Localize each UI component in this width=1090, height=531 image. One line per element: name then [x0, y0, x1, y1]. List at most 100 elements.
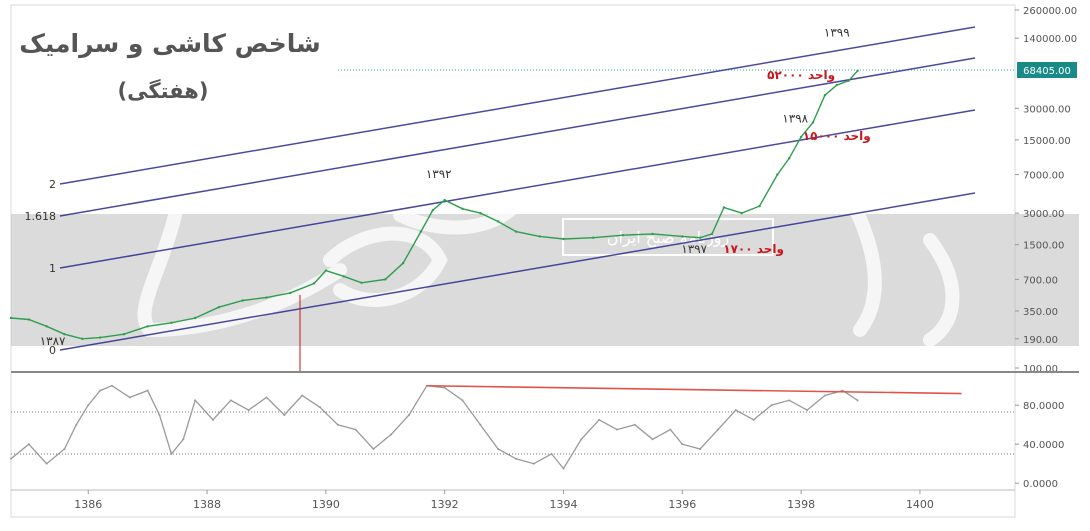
- price-point-42: [823, 94, 827, 97]
- osc-point-2: [45, 462, 48, 465]
- price-point-27: [538, 235, 541, 238]
- osc-point-1: [27, 443, 30, 446]
- last-price-badge: 68405.00: [1017, 62, 1077, 78]
- price-point-35: [722, 206, 726, 209]
- watermark-label-box: روزنامه صبح ایران: [562, 218, 774, 256]
- osc-point-8: [128, 396, 131, 399]
- osc-point-13: [194, 399, 197, 402]
- x-tick-label-0: 1386: [74, 498, 102, 511]
- price-point-13: [289, 291, 292, 295]
- price-tick-label-3: 15000.00: [1023, 136, 1071, 147]
- osc-point-35: [580, 438, 583, 441]
- watermark-logo: [137, 143, 960, 347]
- price-point-28: [562, 237, 565, 241]
- annotation-2: ۱۳۹۸: [782, 111, 808, 125]
- osc-point-19: [301, 394, 304, 397]
- annotation-5: ۱۷۰۰ واحد: [723, 242, 784, 257]
- x-tick-label-2: 1390: [312, 498, 340, 511]
- osc-point-27: [443, 386, 446, 389]
- price-point-3: [63, 333, 66, 336]
- fib-line-0: [59, 192, 976, 351]
- price-point-33: [698, 236, 702, 239]
- price-point-18: [384, 278, 387, 281]
- price-point-25: [496, 220, 500, 223]
- price-tick-label-7: 700.00: [1023, 275, 1058, 286]
- osc-point-11: [170, 452, 173, 455]
- osc-point-3: [63, 448, 66, 451]
- x-tick-label-7: 1400: [906, 498, 934, 511]
- price-point-6: [122, 333, 126, 336]
- price-point-17: [360, 281, 363, 284]
- price-point-40: [799, 135, 803, 139]
- annotation-3: ۱۵۰۰۰ واحد: [803, 129, 871, 144]
- osc-point-45: [752, 418, 755, 421]
- price-point-22: [443, 198, 446, 202]
- last-price-label: 68405.00: [1023, 66, 1071, 77]
- x-tick-label-1: 1388: [193, 498, 221, 511]
- osc-point-10: [158, 413, 161, 416]
- price-point-15: [324, 269, 328, 272]
- fib-channel: [59, 26, 976, 351]
- price-point-4: [81, 337, 84, 340]
- osc-point-47: [788, 399, 791, 402]
- price-point-8: [170, 321, 173, 324]
- chart-subtitle: (هفتگی): [118, 78, 209, 103]
- osc-point-14: [211, 418, 214, 421]
- price-point-34: [710, 232, 714, 236]
- price-point-29: [592, 236, 595, 239]
- osc-point-48: [806, 409, 809, 412]
- price-point-26: [514, 230, 518, 233]
- price-point-16: [342, 275, 345, 278]
- fib-line-2: [59, 26, 976, 185]
- x-tick-label-4: 1394: [549, 498, 577, 511]
- oscillator-trendline: [426, 384, 962, 395]
- osc-point-12: [182, 438, 185, 441]
- annotation-1: ۵۲۰۰۰ واحد: [767, 68, 835, 83]
- price-tick-label-2: 30000.00: [1023, 104, 1071, 115]
- fib-label-1618: 1.618: [25, 210, 57, 223]
- osc-point-33: [550, 452, 553, 455]
- price-tick-label-1: 140000.00: [1023, 34, 1077, 45]
- chart-title: شاخص کاشی و سرامیک: [19, 29, 321, 59]
- price-point-19: [401, 261, 405, 265]
- price-point-31: [651, 232, 654, 236]
- osc-point-23: [372, 448, 375, 451]
- osc-point-36: [598, 418, 601, 421]
- osc-point-15: [229, 399, 232, 402]
- watermark-circles: [233, 136, 888, 426]
- annotation-7: ۱۳۸۷: [40, 334, 66, 348]
- osc-tick-label-0: 80.0000: [1023, 401, 1064, 412]
- price-point-11: [241, 299, 244, 302]
- osc-point-16: [247, 409, 250, 412]
- price-point-43: [835, 83, 838, 87]
- osc-point-4: [75, 423, 78, 426]
- osc-point-22: [354, 428, 357, 431]
- price-point-30: [621, 233, 625, 237]
- oscillator-line: [10, 384, 858, 470]
- osc-point-24: [390, 433, 393, 436]
- osc-point-29: [479, 423, 482, 426]
- price-point-44: [847, 79, 850, 82]
- osc-point-40: [669, 428, 672, 431]
- osc-point-25: [408, 413, 411, 416]
- price-point-5: [98, 336, 102, 339]
- fib-line-1618: [59, 57, 976, 217]
- osc-point-5: [87, 404, 90, 407]
- price-point-2: [45, 325, 48, 328]
- price-tick-label-6: 1500.00: [1023, 241, 1064, 252]
- osc-point-21: [336, 423, 339, 426]
- osc-point-6: [99, 389, 102, 392]
- osc-point-41: [681, 443, 684, 446]
- price-point-9: [193, 316, 197, 320]
- osc-point-49: [823, 394, 826, 397]
- price-point-37: [758, 204, 761, 208]
- price-tick-label-4: 7000.00: [1023, 171, 1064, 182]
- price-point-21: [431, 209, 434, 212]
- price-tick-label-8: 350.00: [1023, 307, 1058, 318]
- price-point-0: [9, 316, 13, 320]
- annotation-6: ۱۳۹۷: [681, 242, 707, 256]
- osc-tick-label-2: 0.0000: [1023, 479, 1058, 490]
- osc-tick-label-1: 40.0000: [1023, 440, 1064, 451]
- price-point-36: [740, 211, 743, 215]
- price-point-12: [265, 296, 268, 299]
